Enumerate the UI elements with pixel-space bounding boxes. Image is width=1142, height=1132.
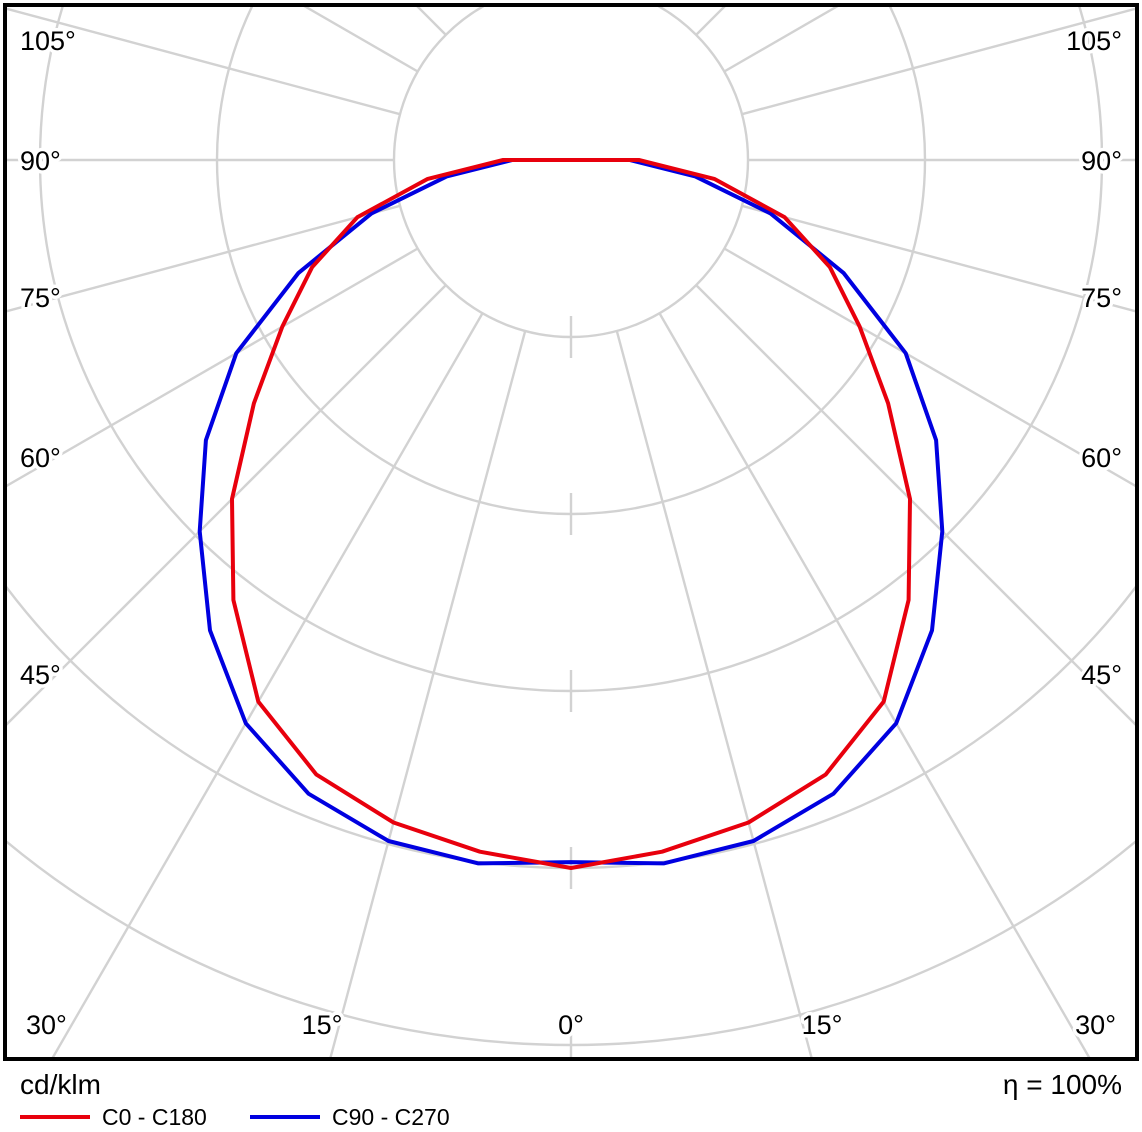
grid-ray (615, 330, 813, 1058)
angle-tick-label: 60° (20, 443, 61, 473)
grid-ray (723, 247, 1135, 488)
legend: C0 - C180 C90 - C270 (20, 1104, 450, 1130)
grid-ray (741, 7, 1135, 116)
grid-ray (7, 247, 419, 488)
grid-ray (51, 312, 484, 1058)
grid-ray (658, 312, 1091, 1058)
grid-ray (741, 204, 1135, 313)
units-label: cd/klm (20, 1069, 101, 1100)
angle-tick-label: 45° (20, 660, 61, 690)
legend-label-c90-c270: C90 - C270 (332, 1104, 450, 1130)
angle-tick-label: 75° (1081, 283, 1122, 313)
grid-ray (7, 204, 401, 313)
angle-tick-label: 60° (1081, 443, 1122, 473)
angle-tick-label: 0° (558, 1010, 584, 1040)
legend-label-c0-c180: C0 - C180 (102, 1104, 207, 1130)
angle-tick-label: 90° (20, 146, 61, 176)
plot-border (3, 3, 1139, 1061)
intensity-curves (197, 158, 945, 870)
angle-tick-label: 15° (802, 1010, 843, 1040)
angle-tick-label: 75° (20, 283, 61, 313)
curve-c0-c180 (230, 158, 912, 870)
grid-ray (695, 284, 1135, 726)
grid-ray (7, 284, 447, 726)
angle-tick-label: 105° (20, 26, 76, 56)
angle-tick-label: 30° (26, 1010, 67, 1040)
angle-tick-label: 30° (1075, 1010, 1116, 1040)
grid-ray (7, 7, 401, 116)
angle-tick-label: 105° (1066, 26, 1122, 56)
curve-c90-c270 (197, 158, 945, 866)
angle-tick-label: 15° (302, 1010, 343, 1040)
grid-ray (329, 330, 527, 1058)
angle-tick-label: 90° (1081, 146, 1122, 176)
efficiency-label: η = 100% (1003, 1069, 1122, 1100)
angle-tick-label: 45° (1081, 660, 1122, 690)
angle-tick-labels: 105° 90° 75° 60° 45° 105° 90° 75° 60° 45° 30° 15° 0°… (17, 23, 1126, 1044)
